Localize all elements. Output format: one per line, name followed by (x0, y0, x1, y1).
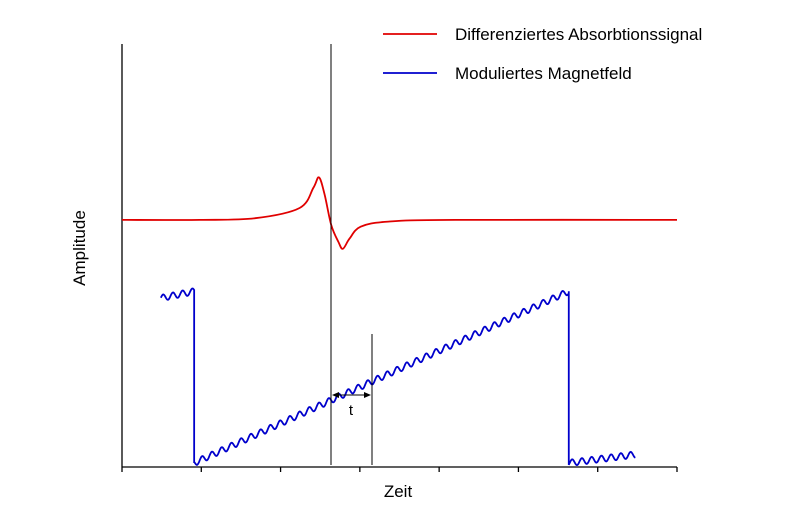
interval-arrow (332, 392, 371, 398)
interval-label: t (349, 402, 354, 419)
series-line-absorption (121, 176, 678, 250)
legend-label-magnetic-field: Moduliertes Magnetfeld (455, 64, 632, 83)
y-axis-label: Amplitude (70, 210, 89, 286)
legend: Differenziertes Absorbtionssignal Moduli… (383, 25, 702, 83)
legend-label-absorption: Differenziertes Absorbtionssignal (455, 25, 702, 44)
x-axis-label: Zeit (384, 482, 413, 501)
series-line-magnetic-field (160, 287, 636, 467)
x-axis-ticks (121, 467, 678, 472)
